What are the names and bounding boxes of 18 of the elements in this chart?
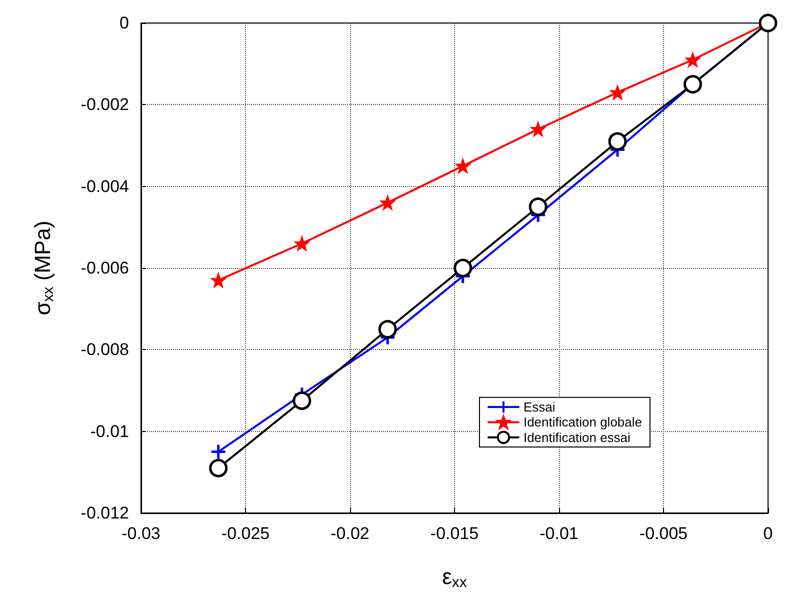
x-tick-label: 0 <box>763 524 773 543</box>
x-tick-label: -0.005 <box>639 524 688 543</box>
legend-label: Identification globale <box>523 414 642 430</box>
x-tick-label: -0.025 <box>221 524 270 543</box>
y-tick-label: -0.01 <box>90 422 129 441</box>
y-tick-label: -0.002 <box>80 95 129 114</box>
legend-label: Essai <box>523 400 556 414</box>
x-tick-label: -0.02 <box>330 524 370 543</box>
y-tick-label: 0 <box>120 14 129 32</box>
y-tick-label: -0.004 <box>80 176 129 196</box>
y-tick-label: -0.006 <box>80 258 129 278</box>
x-tick-label: -0.03 <box>122 524 160 543</box>
x-tick-label: -0.01 <box>540 524 578 543</box>
y-tick-label: -0.012 <box>80 504 129 522</box>
y-tick-label: -0.008 <box>80 340 129 360</box>
x-tick-label: -0.015 <box>430 524 479 543</box>
legend-label: Identification essai <box>523 430 631 445</box>
y-axis-title: σxx (MPa) <box>30 220 57 316</box>
